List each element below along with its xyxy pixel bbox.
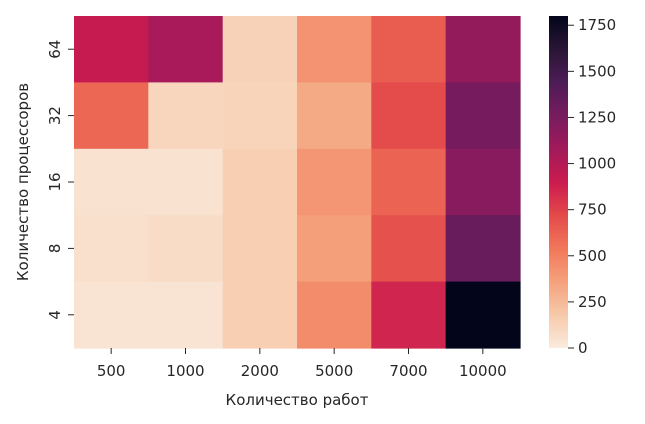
y-tick-label: 64 [46,40,64,59]
heatmap-cell [445,281,521,349]
heatmap-cell [222,281,298,349]
colorbar-tick-label: 1250 [578,108,616,126]
x-axis: 500 1000 2000 5000 7000 10000 [97,348,507,380]
colorbar-axis: 0 250 500 750 1000 1250 1500 1750 [568,16,616,357]
heatmap-cell [445,16,521,83]
y-axis: 64 32 16 8 4 [46,40,74,320]
x-tick-label: 2000 [241,362,279,380]
heatmap-cell [74,82,149,150]
heatmap-cell [297,148,372,216]
colorbar-tick-label: 750 [578,201,607,219]
heatmap-cell [222,215,298,283]
heatmap-cell [297,16,372,83]
y-tick-label: 4 [46,310,64,320]
heatmap-cell [74,148,149,216]
heatmap-cell [74,281,149,349]
heatmap-cell [222,16,298,83]
heatmap-cell [148,281,224,349]
heatmap-cell [371,281,447,349]
heatmap-cell [445,82,521,150]
y-tick-label: 8 [46,244,64,254]
heatmap-cell [148,148,224,216]
heatmap-cell [148,16,224,83]
heatmap-cell [148,82,224,150]
colorbar-tick-label: 1000 [578,155,616,173]
heatmap-cell [371,82,447,150]
heatmap-cell [297,82,372,150]
x-tick-label: 7000 [389,362,427,380]
colorbar-tick-label: 0 [578,339,588,357]
y-tick-label: 32 [46,106,64,125]
x-tick-label: 10000 [459,362,507,380]
colorbar-tick-label: 1750 [578,16,616,34]
x-tick-label: 1000 [166,362,204,380]
colorbar-tick-label: 1500 [578,62,616,80]
y-tick-label: 16 [46,172,64,191]
heatmap-cell [148,215,224,283]
heatmap-cell [371,215,447,283]
colorbar-tick-label: 250 [578,293,607,311]
heatmap-cell [222,148,298,216]
x-tick-label: 500 [97,362,126,380]
x-tick-label: 5000 [315,362,353,380]
heatmap-cell [74,16,149,83]
heatmap-cell [371,16,447,83]
colorbar-tick-label: 500 [578,247,607,265]
heatmap-cell [222,82,298,150]
x-axis-label: Количество работ [226,391,369,409]
y-axis-label: Количество процессоров [14,83,32,281]
heatmap-cell [445,148,521,216]
colorbar [549,16,568,348]
heatmap-cell [297,215,372,283]
heatmap-cells [74,16,521,349]
heatmap-cell [74,215,149,283]
heatmap-cell [445,215,521,283]
heatmap-cell [371,148,447,216]
heatmap-cell [297,281,372,349]
